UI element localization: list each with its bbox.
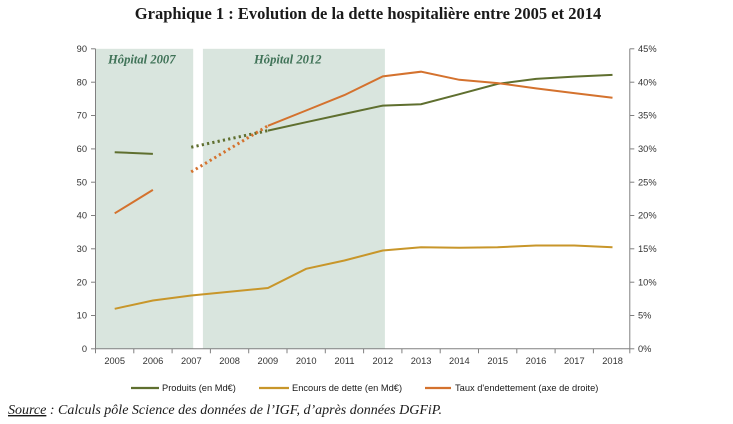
svg-text:2011: 2011 [335, 356, 355, 366]
svg-text:30: 30 [77, 244, 87, 254]
svg-text:2013: 2013 [411, 356, 432, 366]
svg-text:2018: 2018 [602, 356, 623, 366]
svg-text:2015: 2015 [487, 356, 508, 366]
svg-text:0%: 0% [638, 344, 651, 354]
svg-text:Taux d'endettement (axe de dro: Taux d'endettement (axe de droite) [455, 383, 598, 393]
svg-text:Graphique 1 : Evolution de la: Graphique 1 : Evolution de la dette hosp… [135, 4, 601, 23]
svg-text:20: 20 [77, 277, 87, 287]
svg-text:30%: 30% [638, 144, 657, 154]
svg-text:70: 70 [77, 111, 87, 121]
svg-text:Hôpital 2007: Hôpital 2007 [107, 53, 176, 67]
svg-text:20%: 20% [638, 211, 657, 221]
svg-text:10%: 10% [638, 277, 657, 287]
svg-text:2014: 2014 [449, 356, 470, 366]
svg-text:Produits (en Md€): Produits (en Md€) [162, 383, 236, 393]
svg-text:80: 80 [77, 77, 87, 87]
svg-text:40%: 40% [638, 77, 657, 87]
svg-text:35%: 35% [638, 111, 657, 121]
svg-text:2016: 2016 [526, 356, 547, 366]
svg-text:25%: 25% [638, 177, 657, 187]
svg-text:2017: 2017 [564, 356, 585, 366]
svg-text:2007: 2007 [181, 356, 202, 366]
svg-text:50: 50 [77, 177, 87, 187]
svg-text:15%: 15% [638, 244, 657, 254]
svg-text:2009: 2009 [258, 356, 279, 366]
svg-text:Source : Calculs pôle Science: Source : Calculs pôle Science des donnée… [8, 403, 442, 418]
svg-text:Hôpital 2012: Hôpital 2012 [253, 53, 322, 67]
svg-text:2005: 2005 [104, 356, 125, 366]
svg-text:2012: 2012 [372, 356, 393, 366]
svg-text:90: 90 [77, 44, 87, 54]
svg-text:2006: 2006 [143, 356, 164, 366]
svg-text:5%: 5% [638, 311, 651, 321]
svg-text:10: 10 [77, 311, 87, 321]
svg-text:2010: 2010 [296, 356, 317, 366]
svg-text:45%: 45% [638, 44, 657, 54]
svg-text:60: 60 [77, 144, 87, 154]
svg-text:Encours de dette (en Md€): Encours de dette (en Md€) [292, 383, 402, 393]
svg-text:2008: 2008 [219, 356, 240, 366]
svg-text:40: 40 [77, 211, 87, 221]
svg-text:0: 0 [82, 344, 87, 354]
